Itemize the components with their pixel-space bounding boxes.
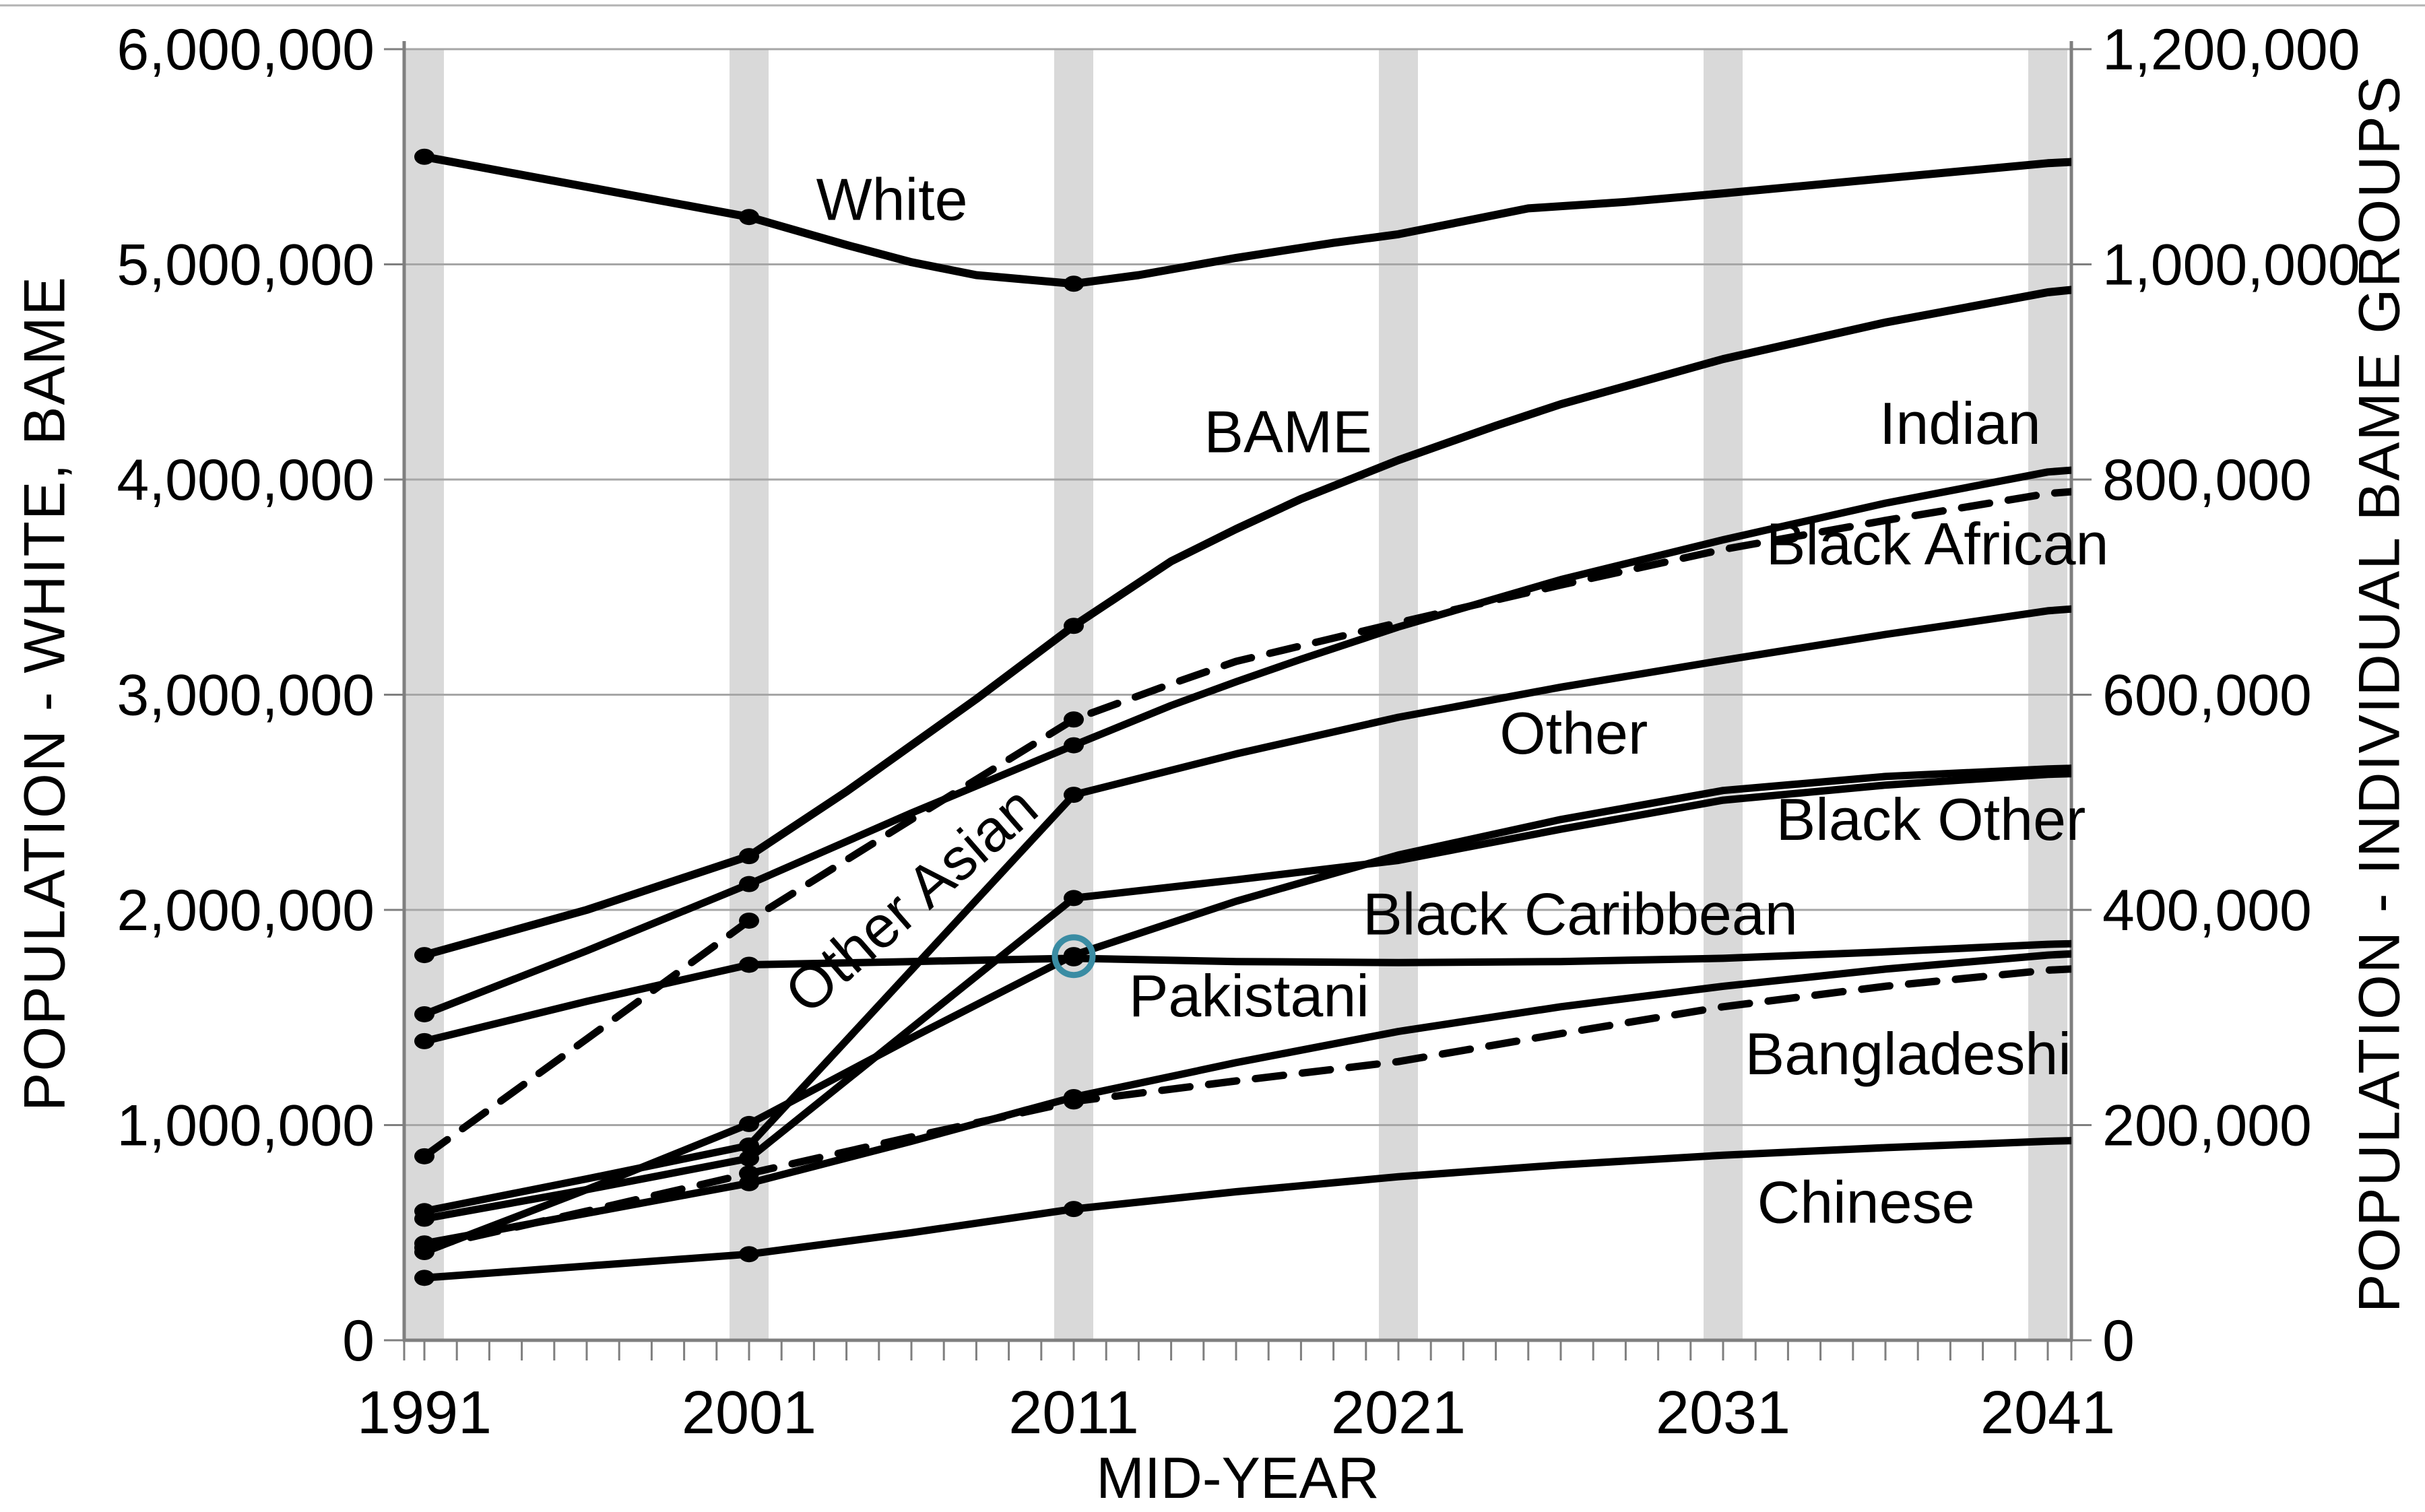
marker-other-asian-1991: [414, 1210, 434, 1227]
left-tick-label: 4,000,000: [117, 448, 375, 513]
series-label-indian: Indian: [1879, 390, 2041, 457]
marker-indian-1991: [414, 1006, 434, 1022]
series-label-white: White: [816, 166, 968, 233]
series-line-pakistani: [420, 950, 2071, 1247]
series-line-black-caribbean: [420, 940, 2071, 1045]
left-tick-label: 2,000,000: [117, 878, 375, 943]
marker-bame-2011: [1064, 618, 1084, 634]
right-tick-label: 1,000,000: [2102, 233, 2360, 298]
left-tick-label: 3,000,000: [117, 663, 375, 728]
left-tick-label: 6,000,000: [117, 18, 375, 82]
series-line-white: [420, 152, 2071, 288]
marker-bangladeshi-2011: [1064, 1093, 1084, 1110]
series-label-black-other: Black Other: [1776, 786, 2086, 853]
right-tick-label: 400,000: [2102, 878, 2312, 943]
series-line-indian: [420, 466, 2071, 1018]
x-tick-label-2021: 2021: [1331, 1379, 1466, 1447]
marker-other-asian-2001: [739, 1150, 759, 1167]
marker-black-african-2011: [1064, 711, 1084, 728]
marker-other-2011: [1064, 787, 1084, 803]
right-axis-title: POPULATION - INDIVIDUAL BAME GROUPS: [2347, 74, 2412, 1313]
left-tick-label: 0: [342, 1309, 375, 1373]
marker-indian-2011: [1064, 737, 1084, 754]
left-tick-label: 1,000,000: [117, 1094, 375, 1158]
marker-black-african-1991: [414, 1148, 434, 1164]
series-line-chinese: [420, 1137, 2071, 1282]
x-tick-label-2001: 2001: [682, 1379, 816, 1447]
right-tick-label: 200,000: [2102, 1094, 2312, 1158]
series-label-other: Other: [1499, 700, 1648, 766]
x-tick-label-2041: 2041: [1980, 1379, 2115, 1447]
series-line-other: [420, 605, 2071, 1215]
marker-bame-1991: [414, 947, 434, 964]
series-line-black-other: [420, 764, 2071, 1256]
marker-white-1991: [414, 148, 434, 165]
left-tick-label: 5,000,000: [117, 233, 375, 298]
series-line-bame: [420, 286, 2071, 960]
marker-bangladeshi-1991: [414, 1239, 434, 1256]
right-tick-label: 1,200,000: [2102, 18, 2360, 82]
x-axis-title: MID-YEAR: [1096, 1446, 1380, 1511]
marker-black-african-2001: [739, 912, 759, 929]
left-axis-title: POPULATION - WHITE, BAME: [12, 275, 77, 1112]
highlight-ring: [1052, 934, 1096, 979]
series-label-bame: BAME: [1204, 399, 1371, 465]
marker-black-caribbean-1991: [414, 1032, 434, 1049]
series-label-chinese: Chinese: [1757, 1169, 1975, 1236]
right-tick-label: 600,000: [2102, 663, 2312, 728]
right-tick-label: 800,000: [2102, 448, 2312, 513]
marker-bame-2001: [739, 848, 759, 865]
marker-black-caribbean-2011: [1064, 950, 1084, 966]
series-label-bangladeshi: Bangladeshi: [1745, 1020, 2071, 1087]
x-tick-label-2031: 2031: [1656, 1379, 1790, 1447]
marker-white-2001: [739, 209, 759, 226]
marker-bangladeshi-2001: [739, 1165, 759, 1182]
marker-chinese-2001: [739, 1246, 759, 1263]
series-line-other-asian: [420, 770, 2071, 1222]
marker-white-2011: [1064, 275, 1084, 292]
x-tick-label-1991: 1991: [357, 1379, 492, 1447]
marker-black-other-2001: [739, 1115, 759, 1132]
marker-other-2001: [739, 1137, 759, 1154]
series-label-black-african: Black African: [1766, 511, 2109, 577]
marker-other-asian-2011: [1064, 890, 1084, 907]
right-tick-label: 0: [2102, 1309, 2135, 1373]
marker-chinese-2011: [1064, 1201, 1084, 1218]
marker-indian-2001: [739, 876, 759, 892]
marker-chinese-1991: [414, 1270, 434, 1286]
series-line-bangladeshi: [420, 965, 2071, 1252]
marker-black-caribbean-2001: [739, 956, 759, 973]
x-tick-label-2011: 2011: [1008, 1379, 1139, 1447]
series-label-black-caribbean: Black Caribbean: [1363, 880, 1798, 947]
series-label-pakistani: Pakistani: [1129, 962, 1369, 1029]
